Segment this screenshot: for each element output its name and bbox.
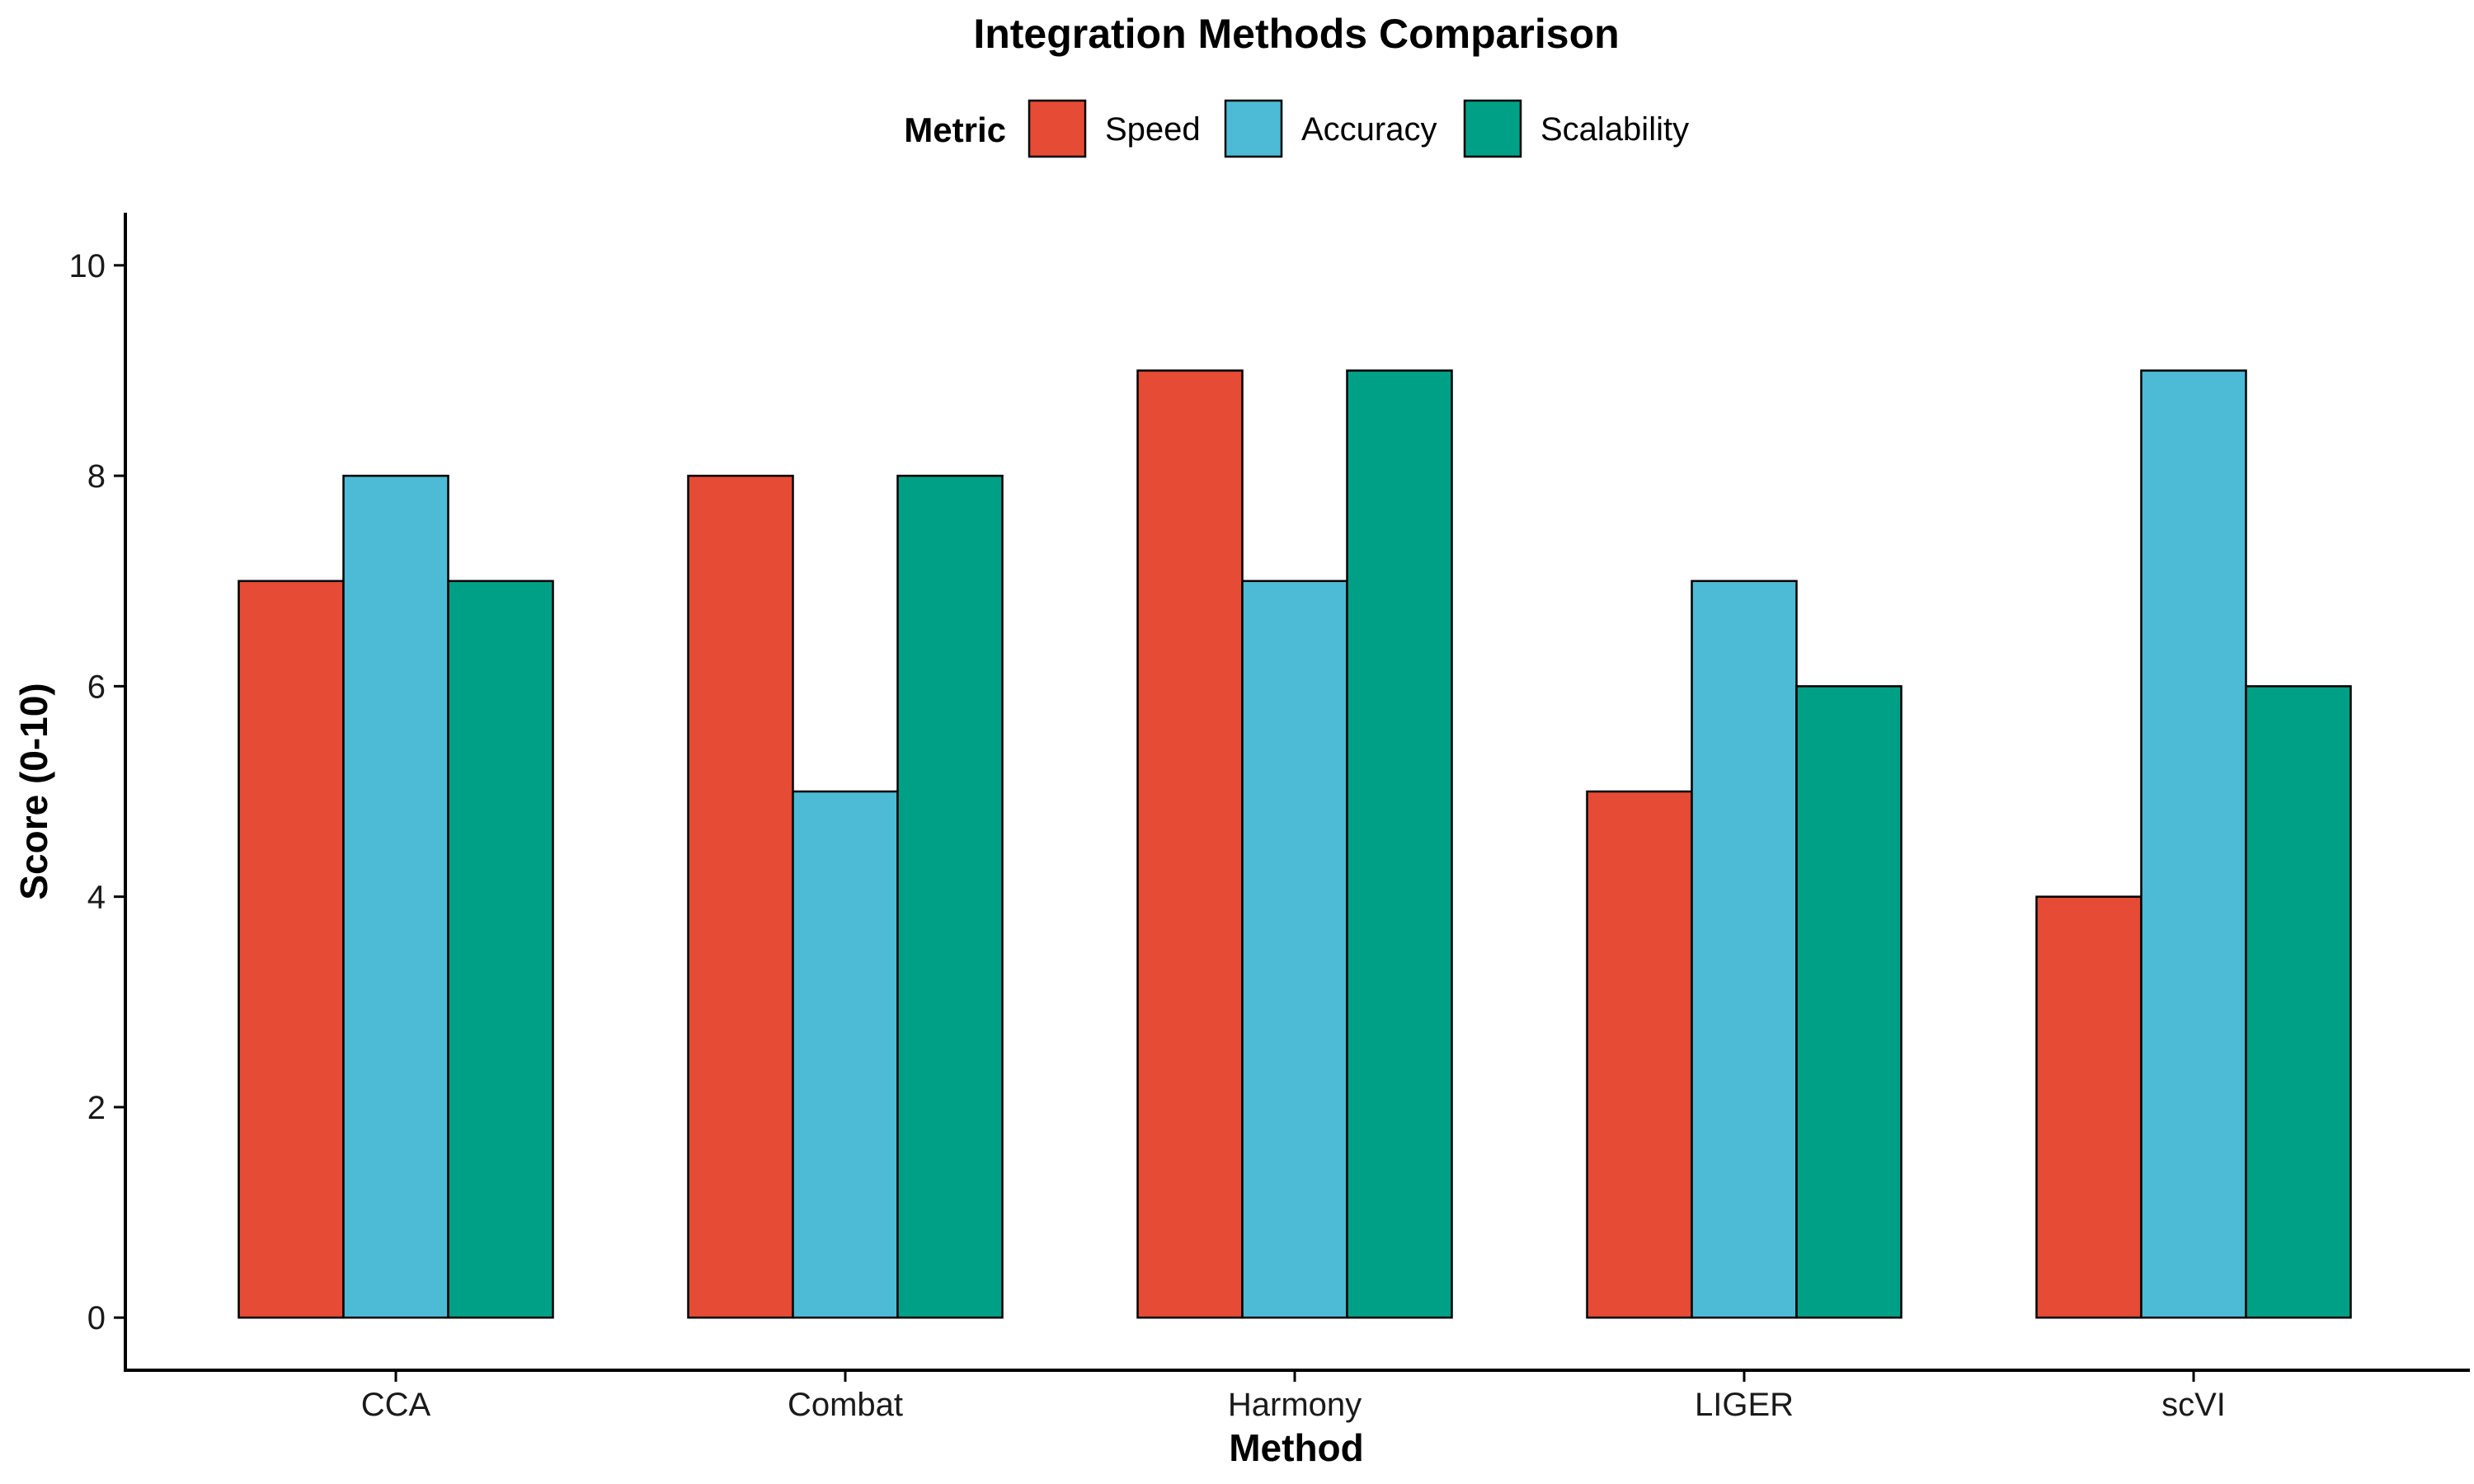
legend-swatch-speed [1028,99,1087,158]
bar-combat-scalability [896,474,1004,1319]
bar-harmony-accuracy [1241,580,1348,1319]
bar-cca-speed [238,580,345,1319]
legend-label-accuracy: Accuracy [1301,111,1437,148]
y-tick-label: 0 [87,1300,106,1336]
y-tick-label: 10 [69,248,106,284]
y-axis-title: Score (0-10) [12,683,55,899]
bar-cca-accuracy [342,474,449,1319]
bar-scvi-speed [2035,895,2142,1319]
x-tick-label-liger: LIGER [1695,1387,1794,1423]
x-tick-label-harmony: Harmony [1228,1387,1362,1423]
bar-harmony-speed [1136,369,1244,1319]
legend-swatch-scalability [1463,99,1522,158]
bar-liger-accuracy [1691,580,1798,1319]
x-axis-title: Method [1229,1426,1364,1469]
y-tick-label: 8 [87,458,106,495]
y-tick-label: 2 [87,1090,106,1126]
bar-scvi-scalability [2245,685,2352,1319]
x-tick-label-combat: Combat [788,1387,903,1423]
x-tick-label-scvi: scVI [2161,1387,2226,1423]
legend-label-scalability: Scalability [1540,111,1689,148]
y-axis-ticks: 0 2 4 6 8 10 [69,248,125,1336]
bar-liger-speed [1586,790,1693,1319]
legend-swatch-accuracy [1224,99,1283,158]
bar-combat-speed [687,474,794,1319]
bar-cca-scalability [447,580,554,1319]
legend: Metric Speed Accuracy Scalability [904,99,1689,158]
bar-harmony-scalability [1346,369,1453,1319]
x-axis-ticks: CCA Combat Harmony LIGER scVI [361,1370,2226,1423]
legend-title: Metric [904,110,1006,149]
legend-label-speed: Speed [1105,111,1201,148]
x-tick-label-cca: CCA [361,1387,431,1423]
bar-combat-accuracy [792,790,899,1319]
y-tick-label: 6 [87,669,106,705]
y-tick-label: 4 [87,880,106,916]
bar-scvi-accuracy [2140,369,2247,1319]
bar-liger-scalability [1795,685,1903,1319]
plot-area [238,369,2352,1319]
chart-title: Integration Methods Comparison [973,11,1619,57]
